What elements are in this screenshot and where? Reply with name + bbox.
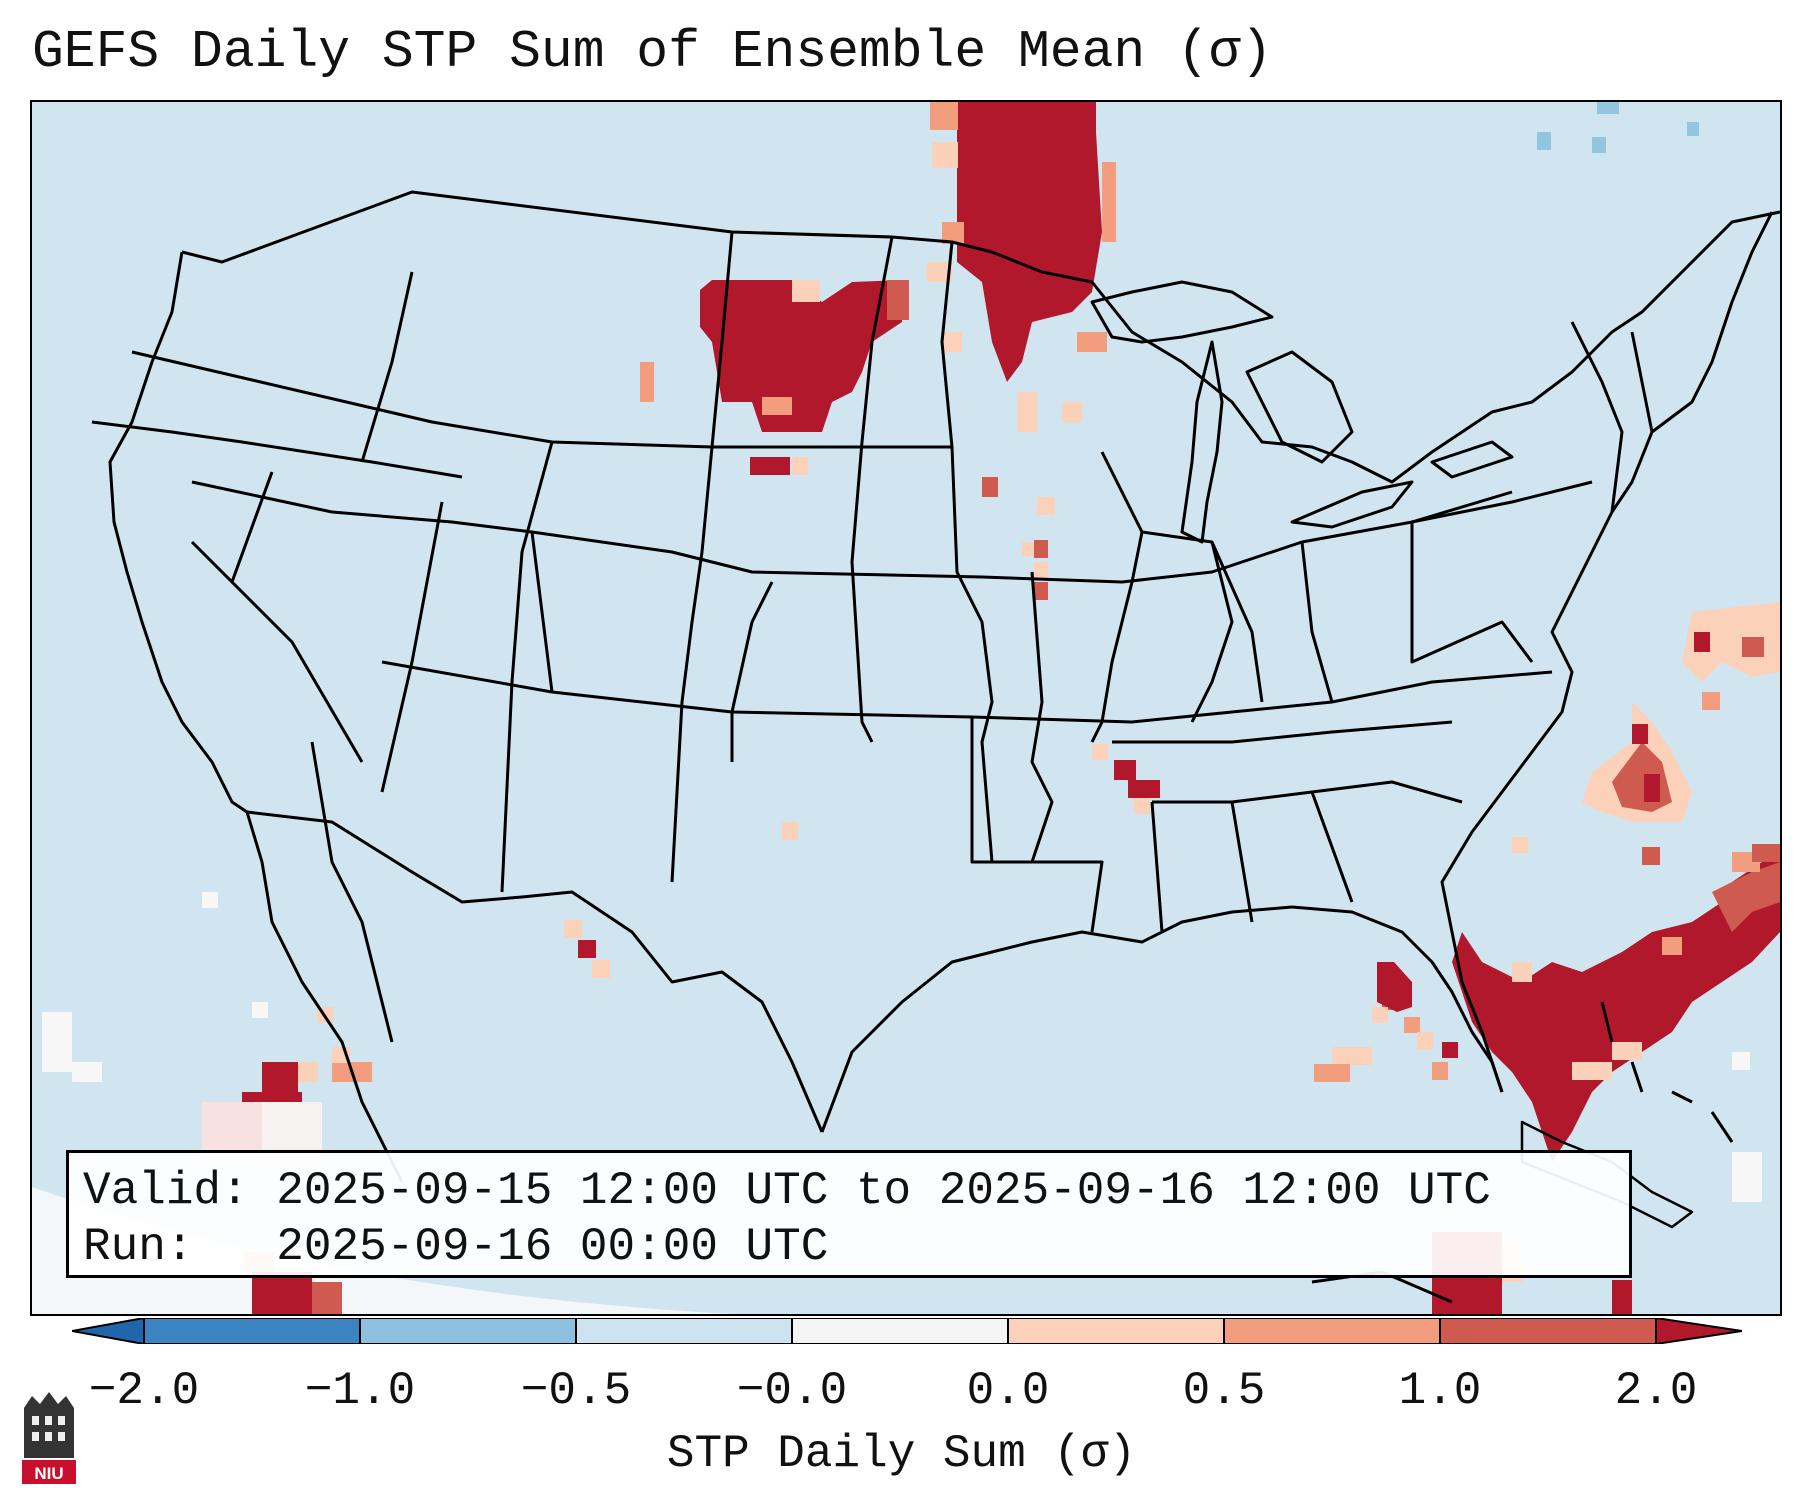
colorbar-bin-4 — [1008, 1318, 1224, 1344]
colorbar-under-arrow — [72, 1318, 145, 1344]
run-row: Run: 2025-09-16 00:00 UTC — [83, 1219, 1615, 1275]
run-value: 2025-09-16 00:00 UTC — [276, 1221, 829, 1273]
tick-label: 1.0 — [1398, 1365, 1482, 1417]
west-coast — [108, 251, 248, 814]
colorbar-bin-2 — [576, 1318, 792, 1344]
lake-erie — [1290, 480, 1414, 529]
colorbar-tick-labels: −2.0 −1.0 −0.5 −0.0 0.0 0.5 1.0 2.0 — [0, 1365, 1803, 1425]
tick-label: −0.0 — [736, 1365, 848, 1417]
lake-superior — [1090, 280, 1274, 344]
tick-label: −2.0 — [88, 1365, 200, 1417]
colorbar-label: STP Daily Sum (σ) — [666, 1428, 1137, 1480]
valid-label: Valid: — [83, 1165, 249, 1217]
tick-label: −1.0 — [304, 1365, 416, 1417]
map-panel — [30, 100, 1782, 1316]
colorbar-bin-1 — [360, 1318, 576, 1344]
colorbar-over-arrow — [1655, 1318, 1742, 1344]
lake-huron — [1245, 350, 1354, 464]
colorbar-ticks — [143, 1318, 1657, 1344]
run-label: Run: — [83, 1221, 194, 1273]
colorbar-bin-6 — [1440, 1318, 1656, 1344]
tick-label: 2.0 — [1614, 1365, 1698, 1417]
east-coast — [1440, 211, 1774, 1093]
projection-edge — [32, 1187, 732, 1314]
colorbar-bin-5 — [1224, 1318, 1440, 1344]
valid-value: 2025-09-15 12:00 UTC to 2025-09-16 12:00… — [276, 1165, 1491, 1217]
stp-max-florida — [1452, 862, 1780, 1162]
gulf-coast — [820, 905, 1504, 1133]
valid-row: Valid: 2025-09-15 12:00 UTC to 2025-09-1… — [83, 1163, 1615, 1219]
tick-label: −0.5 — [520, 1365, 632, 1417]
stp-max-dakota — [700, 280, 902, 432]
boundaries — [91, 190, 1780, 1304]
colorbar-bin-0 — [144, 1318, 360, 1344]
stp-field — [42, 102, 1780, 1314]
lake-michigan — [1180, 340, 1224, 544]
chart-title: GEFS Daily STP Sum of Ensemble Mean (σ) — [32, 22, 1273, 82]
colorbar — [72, 1318, 1742, 1344]
stp-max-north — [957, 102, 1102, 382]
info-box: Valid: 2025-09-15 12:00 UTC to 2025-09-1… — [66, 1150, 1632, 1278]
logo-text: NIU — [34, 1464, 63, 1483]
map-svg — [32, 102, 1780, 1314]
mexico-border — [246, 810, 824, 1133]
colorbar-bin-3 — [792, 1318, 1008, 1344]
tick-label: 0.5 — [1182, 1365, 1266, 1417]
niu-logo: NIU — [22, 1392, 76, 1484]
tick-label: 0.0 — [966, 1365, 1050, 1417]
lake-ontario — [1430, 440, 1514, 479]
